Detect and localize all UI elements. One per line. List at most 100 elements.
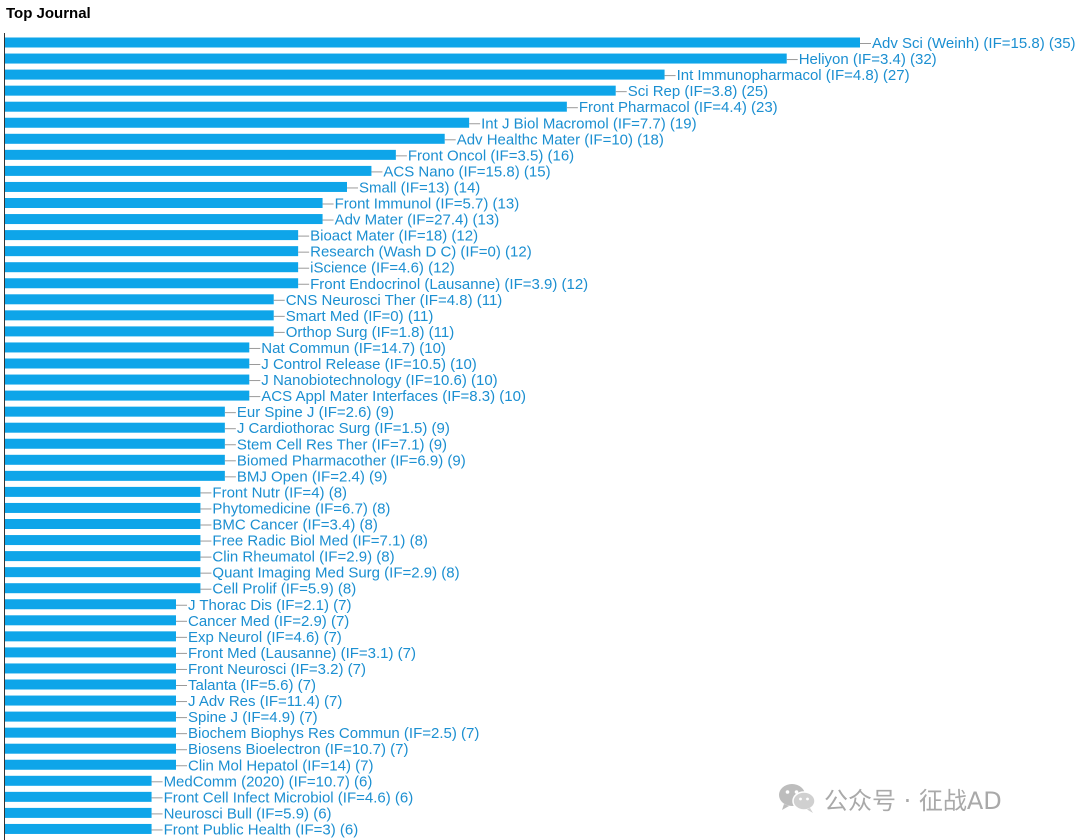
bar-label: Research (Wash D C) (IF=0) (12): [310, 244, 532, 261]
bar: [5, 117, 470, 128]
bar-label: Free Radic Biol Med (IF=7.1) (8): [212, 533, 428, 550]
bar-label: Cancer Med (IF=2.9) (7): [188, 613, 349, 630]
bar-label: Smart Med (IF=0) (11): [286, 308, 434, 325]
bar: [5, 599, 176, 610]
bar-label: J Cardiothorac Surg (IF=1.5) (9): [237, 420, 450, 437]
bar: [5, 390, 250, 401]
bar: [5, 807, 152, 818]
bar: [5, 342, 250, 353]
bar-label: iScience (IF=4.6) (12): [310, 260, 455, 277]
bar-label: Front Neurosci (IF=3.2) (7): [188, 661, 366, 678]
bar-label: Cell Prolif (IF=5.9) (8): [212, 581, 356, 598]
bar: [5, 69, 665, 80]
bar: [5, 181, 347, 192]
bar: [5, 519, 201, 529]
bar-label: Front Nutr (IF=4) (8): [212, 484, 347, 501]
bar: [5, 438, 225, 449]
wechat-icon: [779, 784, 816, 813]
bar-label: Eur Spine J (IF=2.6) (9): [237, 404, 394, 421]
bar-label: Neurosci Bull (IF=5.9) (6): [164, 805, 332, 822]
bar-label: Adv Mater (IF=27.4) (13): [335, 212, 500, 229]
bar: [5, 53, 787, 64]
bar: [5, 165, 372, 176]
bar: [5, 535, 201, 546]
watermark-text: 公众号 · 征战AD: [824, 786, 1002, 815]
bar: [5, 663, 176, 674]
bar: [5, 551, 201, 562]
bar: [5, 615, 176, 626]
bar: [5, 727, 176, 738]
bar: [5, 791, 152, 802]
bar-label: Biochem Biophys Res Commun (IF=2.5) (7): [188, 725, 479, 742]
bar: [5, 326, 274, 337]
bar-label: Phytomedicine (IF=6.7) (8): [212, 500, 390, 517]
bar: [5, 198, 323, 208]
bar: [5, 583, 201, 594]
bar: [5, 214, 323, 225]
bar: [5, 101, 567, 112]
bar: [5, 374, 250, 385]
chart-title: Top Journal: [6, 5, 91, 22]
bar: [5, 486, 201, 497]
bar-label: BMJ Open (IF=2.4) (9): [237, 468, 387, 485]
bar: [5, 695, 176, 706]
bar-label: ACS Appl Mater Interfaces (IF=8.3) (10): [261, 388, 526, 405]
bar-label: Front Endocrinol (Lausanne) (IF=3.9) (12…: [310, 276, 588, 293]
bar: [5, 230, 299, 241]
watermark: 公众号 · 征战AD: [778, 780, 1002, 816]
bar: [5, 711, 176, 722]
bar-label: Biomed Pharmacother (IF=6.9) (9): [237, 452, 466, 469]
bar-label: J Adv Res (IF=11.4) (7): [188, 693, 342, 710]
bar-label: J Nanobiotechnology (IF=10.6) (10): [261, 372, 497, 389]
bar: [5, 278, 299, 289]
bar: [5, 823, 152, 834]
bar-label: Adv Sci (Weinh) (IF=15.8) (35): [872, 35, 1076, 52]
bar: [5, 422, 225, 433]
leader-lines-group: [151, 43, 871, 831]
bar-label: Sci Rep (IF=3.8) (25): [628, 83, 768, 100]
bar: [5, 679, 176, 690]
bar-label: CNS Neurosci Ther (IF=4.8) (11): [286, 292, 503, 309]
bar: [5, 310, 274, 321]
bar-label: Exp Neurol (IF=4.6) (7): [188, 629, 342, 646]
bar-label: ACS Nano (IF=15.8) (15): [383, 163, 550, 180]
bar-label: Front Immunol (IF=5.7) (13): [335, 196, 520, 213]
bar-label: Nat Commun (IF=14.7) (10): [261, 340, 446, 357]
bar: [5, 246, 299, 257]
bar: [5, 37, 860, 48]
bar-label: Orthop Surg (IF=1.8) (11): [286, 324, 455, 341]
bar-label: Int Immunopharmacol (IF=4.8) (27): [677, 67, 910, 84]
bar-label: Stem Cell Res Ther (IF=7.1) (9): [237, 436, 447, 453]
bars-group: [5, 37, 860, 834]
bar: [5, 631, 176, 642]
bar-label: Heliyon (IF=3.4) (32): [799, 51, 937, 68]
bar-label: Front Oncol (IF=3.5) (16): [408, 147, 574, 164]
bar: [5, 85, 616, 96]
bar: [5, 133, 445, 144]
bar: [5, 567, 201, 578]
bar-label: J Thorac Dis (IF=2.1) (7): [188, 597, 352, 614]
bar-label: Int J Biol Macromol (IF=7.7) (19): [481, 115, 696, 132]
bar-label: Front Cell Infect Microbiol (IF=4.6) (6): [164, 789, 414, 806]
bar-label: Bioact Mater (IF=18) (12): [310, 228, 478, 245]
bar-label: J Control Release (IF=10.5) (10): [261, 356, 477, 373]
bar-label: BMC Cancer (IF=3.4) (8): [212, 517, 377, 534]
bar-label: MedComm (2020) (IF=10.7) (6): [164, 773, 373, 790]
bar: [5, 759, 176, 770]
bar: [5, 743, 176, 754]
bar: [5, 647, 176, 658]
bar-label: Front Pharmacol (IF=4.4) (23): [579, 99, 778, 116]
bar: [5, 406, 225, 417]
bar-label: Talanta (IF=5.6) (7): [188, 677, 316, 694]
bar: [5, 358, 250, 369]
bar-label: Clin Rheumatol (IF=2.9) (8): [212, 549, 394, 566]
bar-label: Spine J (IF=4.9) (7): [188, 709, 318, 726]
bar-label: Small (IF=13) (14): [359, 179, 480, 196]
bar: [5, 294, 274, 305]
bar-label: Front Public Health (IF=3) (6): [164, 821, 359, 838]
bar-label: Biosens Bioelectron (IF=10.7) (7): [188, 741, 409, 758]
bar: [5, 470, 225, 481]
bar: [5, 262, 299, 273]
bar-labels-group: Adv Sci (Weinh) (IF=15.8) (35)Heliyon (I…: [164, 35, 1076, 838]
